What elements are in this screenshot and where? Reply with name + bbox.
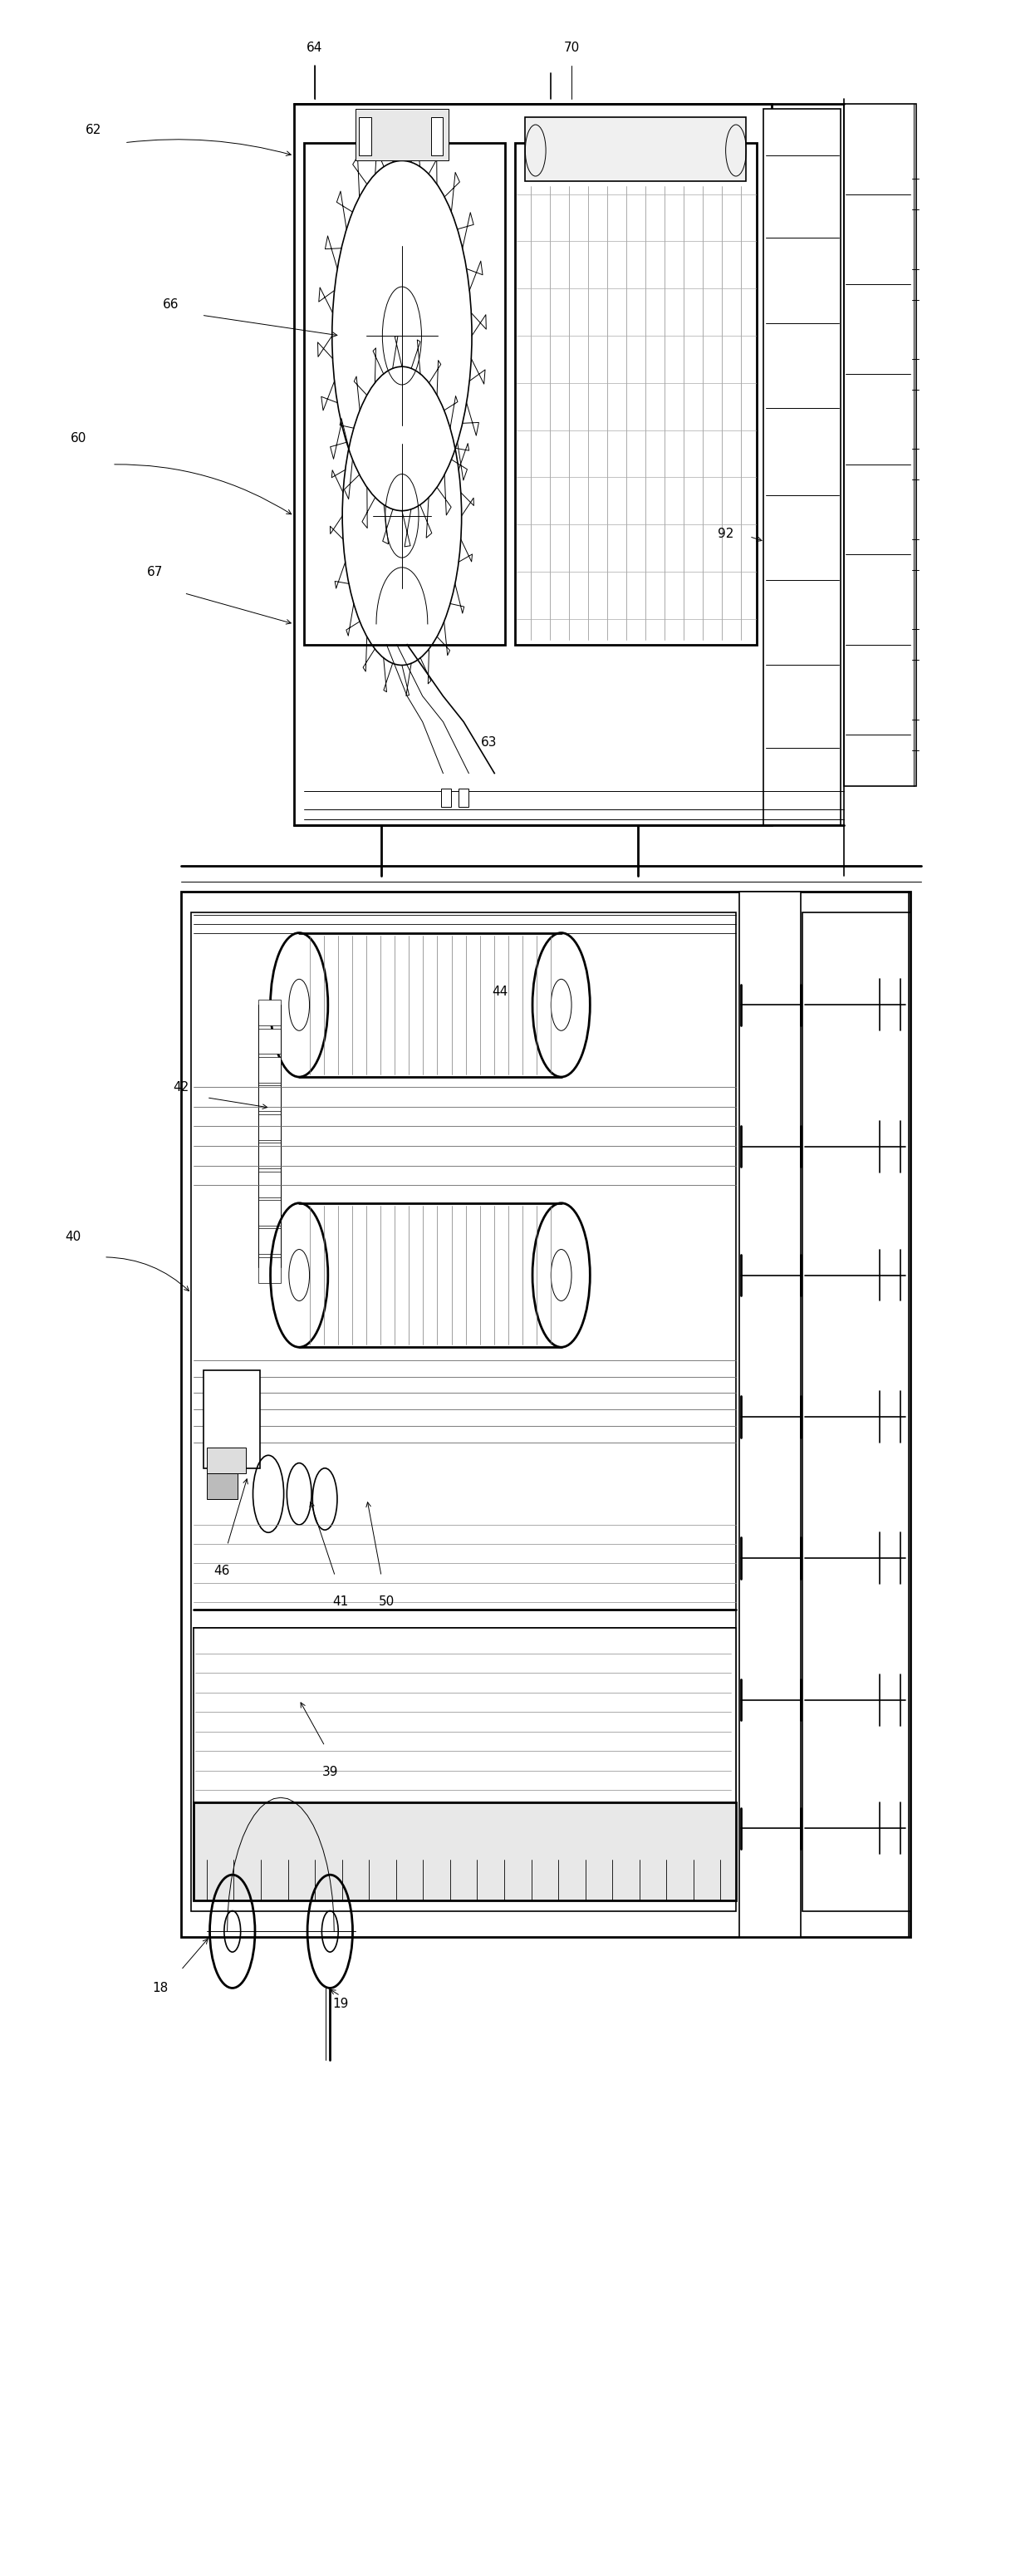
Bar: [844, 103, 916, 786]
Bar: [204, 1370, 261, 1468]
Bar: [259, 1229, 281, 1255]
Bar: [259, 1257, 281, 1283]
Text: 60: 60: [70, 433, 87, 446]
Text: 64: 64: [307, 41, 322, 54]
Bar: [355, 108, 448, 160]
Bar: [304, 142, 505, 644]
Text: 66: 66: [163, 299, 179, 312]
Bar: [207, 1448, 246, 1473]
Text: 18: 18: [152, 1981, 169, 1994]
Text: 41: 41: [333, 1595, 348, 1607]
Bar: [181, 891, 911, 1937]
Text: 63: 63: [481, 737, 497, 750]
Bar: [458, 788, 469, 806]
Text: 44: 44: [491, 987, 508, 999]
Bar: [515, 142, 756, 644]
Bar: [207, 1473, 238, 1499]
Text: 46: 46: [214, 1564, 230, 1577]
Bar: [259, 1115, 281, 1139]
Bar: [431, 116, 443, 155]
Bar: [525, 116, 746, 180]
Text: 40: 40: [65, 1231, 81, 1242]
Text: 67: 67: [147, 567, 164, 580]
Bar: [294, 103, 771, 824]
Bar: [763, 108, 840, 824]
Bar: [259, 1056, 281, 1082]
Text: 62: 62: [85, 124, 102, 137]
Bar: [259, 1172, 281, 1198]
Text: 42: 42: [173, 1082, 188, 1092]
Bar: [441, 788, 451, 806]
Bar: [740, 891, 800, 1937]
Text: 50: 50: [379, 1595, 394, 1607]
Bar: [194, 1628, 736, 1803]
Bar: [259, 1084, 281, 1110]
Bar: [194, 1803, 736, 1901]
Text: 70: 70: [563, 41, 580, 54]
Bar: [259, 1144, 281, 1170]
Bar: [259, 1200, 281, 1226]
Text: 19: 19: [333, 1996, 348, 2009]
Text: 39: 39: [322, 1765, 338, 1777]
Bar: [358, 116, 371, 155]
Bar: [259, 1028, 281, 1054]
Text: 92: 92: [718, 528, 733, 541]
Bar: [259, 999, 281, 1025]
Bar: [192, 912, 736, 1911]
Bar: [802, 912, 911, 1911]
